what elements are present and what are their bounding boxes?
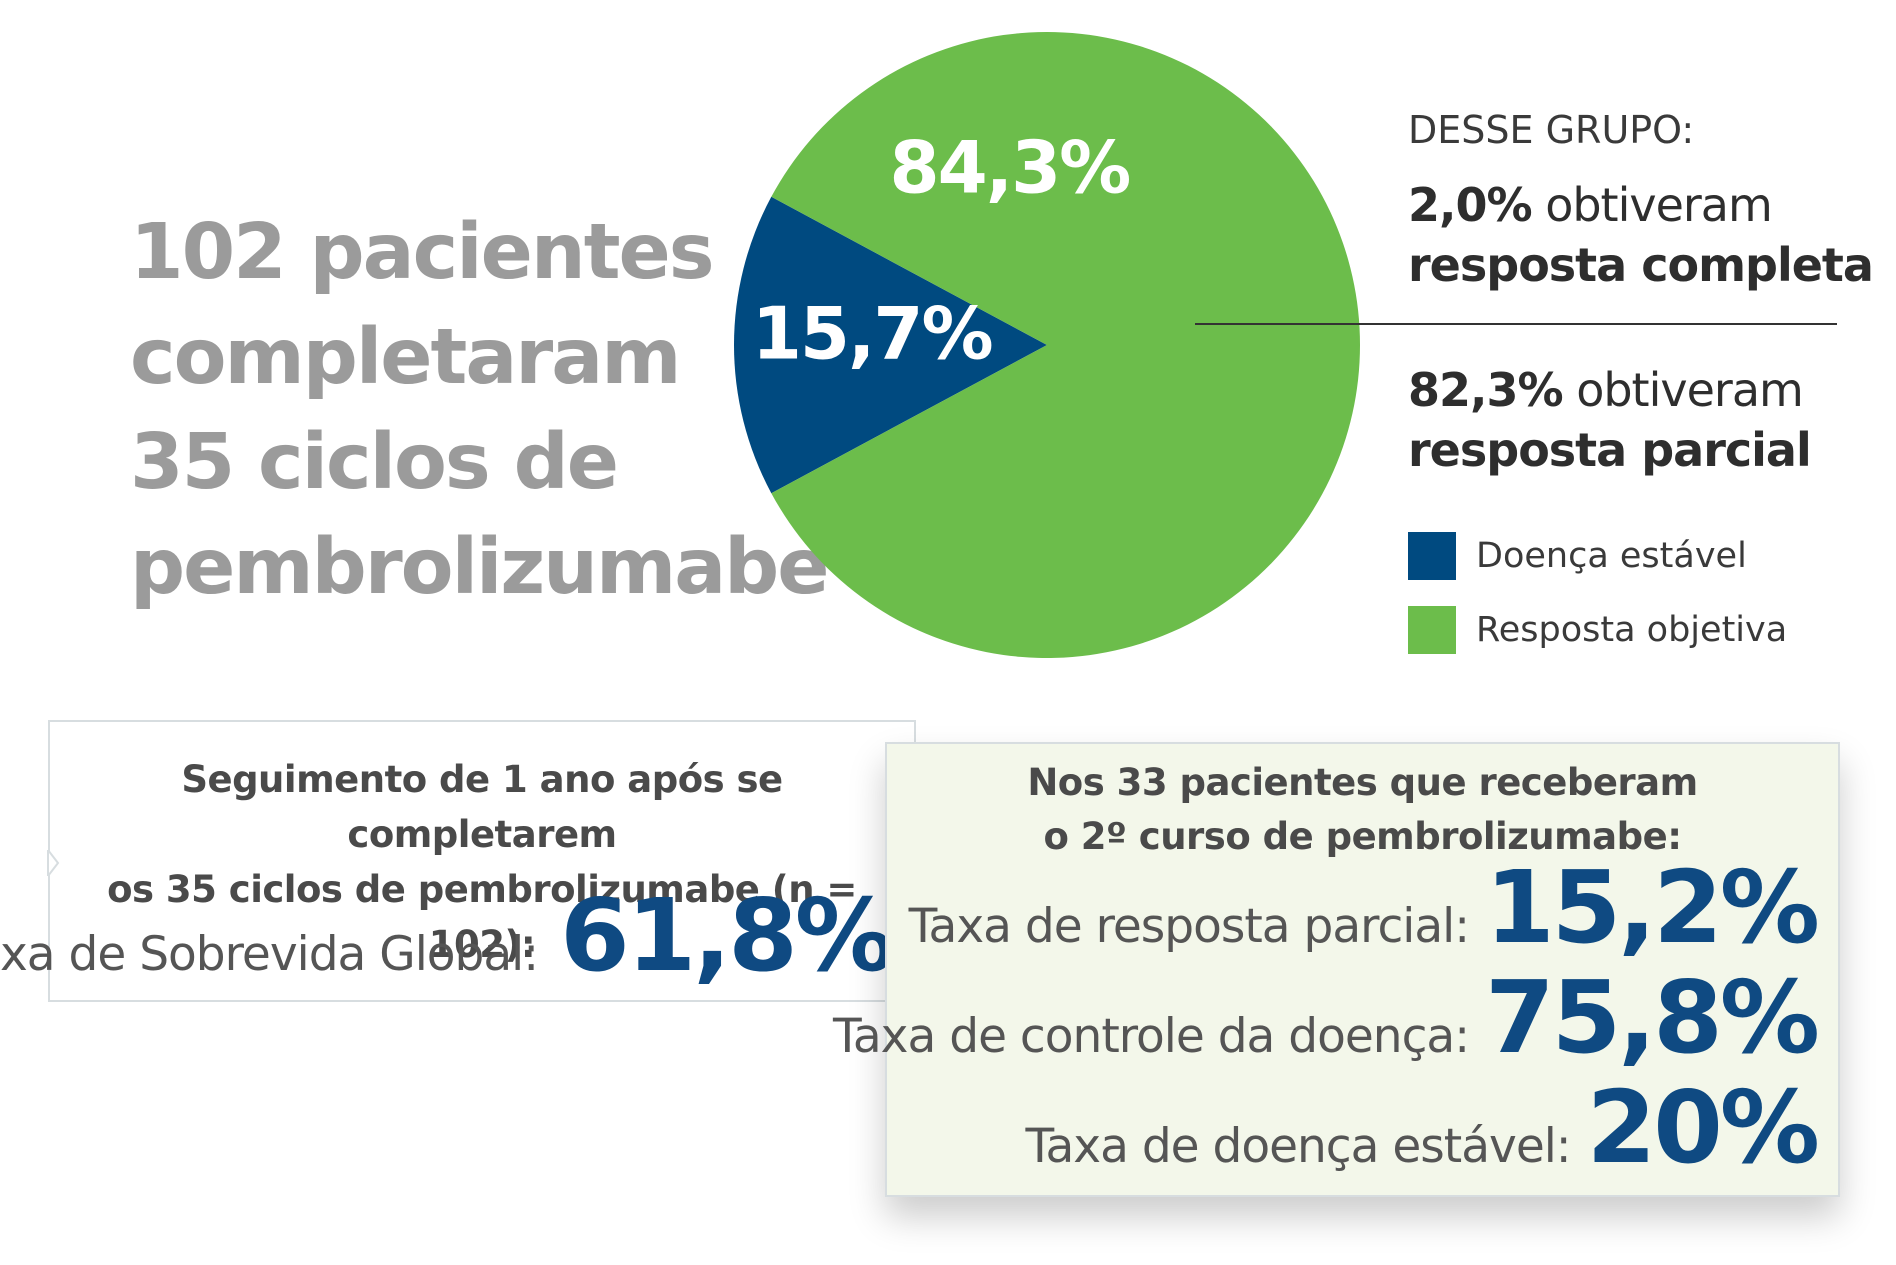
partial-response-bold: resposta parcial xyxy=(1408,423,1812,477)
disease-control-rate-row: Taxa de controle da doença: 75,8% xyxy=(833,959,1820,1076)
pie-label-objective-response: 84,3% xyxy=(890,125,1130,209)
stable-disease-rate-label: Taxa de doença estável: xyxy=(1025,1119,1572,1174)
stable-disease-rate-value: 20% xyxy=(1586,1069,1820,1186)
second-course-title: Nos 33 pacientes que receberam o 2º curs… xyxy=(887,756,1838,864)
legend-swatch-objective-response xyxy=(1408,606,1456,654)
legend: Doença estável Resposta objetiva xyxy=(1408,532,1787,680)
legend-label-stable-disease: Doença estável xyxy=(1476,536,1747,576)
partial-response-pct: 82,3% xyxy=(1408,363,1564,417)
legend-item-stable-disease: Doença estável xyxy=(1408,532,1787,580)
overall-survival-value: 61,8% xyxy=(560,877,895,994)
headline: 102 pacientes completaram 35 ciclos de p… xyxy=(130,200,830,620)
followup-box-pointer xyxy=(47,850,60,876)
second-course-title-line-2: o 2º curso de pembrolizumabe: xyxy=(1043,815,1682,858)
legend-swatch-stable-disease xyxy=(1408,532,1456,580)
divider-line xyxy=(1195,323,1837,325)
pie-slice-stable-disease xyxy=(733,196,1047,494)
complete-response-bold: resposta completa xyxy=(1408,238,1874,292)
legend-item-objective-response: Resposta objetiva xyxy=(1408,606,1787,654)
pie-chart: 15,7% 84,3% xyxy=(733,31,1360,658)
partial-response-rate-value: 15,2% xyxy=(1485,849,1820,966)
second-course-title-line-1: Nos 33 pacientes que receberam xyxy=(1027,761,1698,804)
followup-title-line-2: os 35 ciclos de pembrolizumabe (n = 102)… xyxy=(107,868,857,966)
headline-line-2: completaram xyxy=(130,313,681,402)
followup-box: Seguimento de 1 ano após se completarem … xyxy=(0,720,916,1002)
partial-response-text: obtiveram xyxy=(1576,363,1804,417)
complete-response-pct: 2,0% xyxy=(1408,178,1533,232)
legend-label-objective-response: Resposta objetiva xyxy=(1476,610,1788,650)
overall-survival-row: Taxa de Sobrevida Global: 61,8% xyxy=(0,877,895,994)
partial-response-rate-label: Taxa de resposta parcial: xyxy=(908,899,1470,954)
followup-title: Seguimento de 1 ano após se completarem … xyxy=(50,752,914,972)
second-course-box: Nos 33 pacientes que receberam o 2º curs… xyxy=(833,742,1840,1197)
pie-slice-objective-response xyxy=(771,31,1360,658)
headline-line-4: pembrolizumabe xyxy=(130,523,830,612)
stable-disease-rate-row: Taxa de doença estável: 20% xyxy=(887,1069,1820,1186)
group-title: DESSE GRUPO: xyxy=(1408,108,1695,152)
headline-line-1: 102 pacientes xyxy=(130,208,715,297)
complete-response-text: obtiveram xyxy=(1545,178,1773,232)
disease-control-rate-value: 75,8% xyxy=(1485,959,1820,1076)
followup-title-line-1: Seguimento de 1 ano após se completarem xyxy=(181,758,783,856)
partial-response-rate-row: Taxa de resposta parcial: 15,2% xyxy=(887,849,1820,966)
pie-label-stable-disease: 15,7% xyxy=(752,291,992,375)
disease-control-rate-label: Taxa de controle da doença: xyxy=(832,1009,1470,1064)
overall-survival-label: Taxa de Sobrevida Global: xyxy=(0,927,539,982)
headline-line-3: 35 ciclos de xyxy=(130,418,619,507)
complete-response-stat: 2,0% obtiveram resposta completa xyxy=(1408,175,1874,295)
partial-response-stat: 82,3% obtiveram resposta parcial xyxy=(1408,360,1812,480)
